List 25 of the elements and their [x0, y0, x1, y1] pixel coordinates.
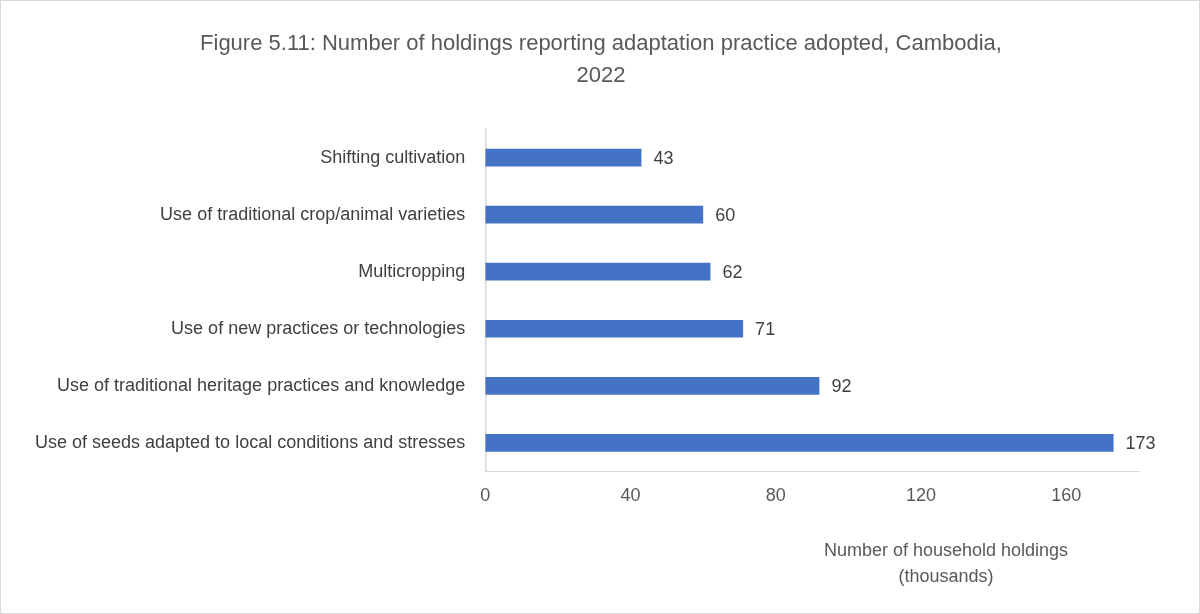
bar: [485, 434, 1114, 452]
bar: [485, 376, 820, 395]
x-axis-title: Number of household holdings (thousands): [822, 539, 1070, 588]
x-tick-label: 80: [765, 485, 786, 506]
y-tick-label: Use of seeds adapted to local conditions and stresses: [34, 431, 466, 452]
data-label: 60: [715, 204, 736, 225]
bar: [485, 148, 642, 167]
data-label: 173: [1125, 432, 1156, 453]
data-label: 43: [653, 147, 674, 168]
y-tick-label: Use of traditional heritage practices and knowledge: [57, 374, 466, 395]
x-tick-label: 40: [620, 485, 641, 506]
y-tick-label: Shifting cultivation: [320, 146, 466, 167]
y-tick-label: Use of new practices or technologies: [171, 317, 466, 338]
x-tick-label: 0: [480, 485, 491, 506]
data-label: 62: [722, 261, 743, 282]
data-label: 71: [755, 318, 776, 339]
x-tick-label: 120: [906, 485, 937, 506]
bar: [485, 205, 704, 224]
data-label: 92: [831, 375, 852, 396]
x-tick-label: 160: [1051, 485, 1082, 506]
chart-title: Figure 5.11: Number of holdings reporting adaptation practice adopted, Cambodia, 2022: [199, 29, 1003, 89]
bar: [485, 319, 744, 338]
bar: [485, 262, 711, 281]
y-tick-label: Use of traditional crop/animal varieties: [160, 203, 466, 224]
y-tick-label: Multicropping: [358, 260, 466, 281]
